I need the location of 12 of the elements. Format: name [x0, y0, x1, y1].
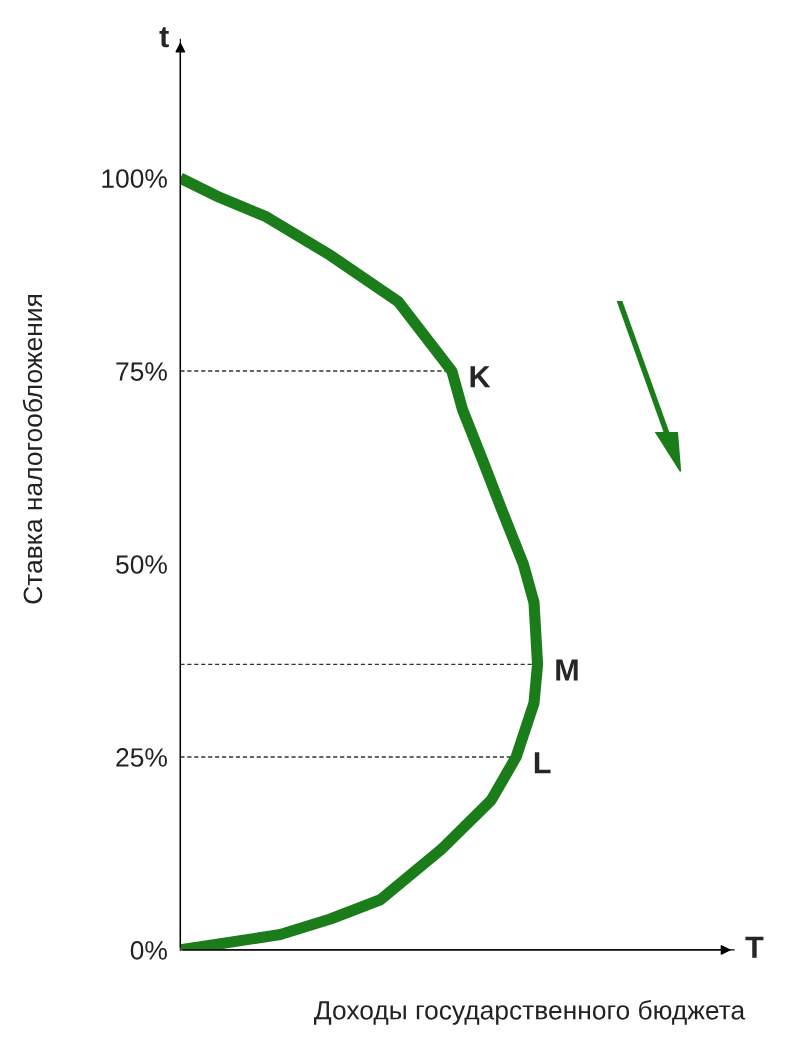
x-axis-title: Доходы государственного бюджета — [314, 1000, 746, 1025]
ref-line-label: L — [534, 752, 551, 774]
y-tick-label: 0% — [130, 941, 167, 960]
y-tick-label: 50% — [116, 555, 167, 574]
ref-line-label: K — [470, 366, 491, 388]
text: t — [159, 27, 169, 48]
y-axis-title: Ставка налогообложения — [22, 295, 43, 604]
text: T — [745, 936, 764, 958]
y-tick-label: 25% — [116, 748, 167, 767]
y-tick-label: 75% — [116, 362, 167, 381]
ref-line-label: M — [556, 659, 578, 681]
y-tick-label: 100% — [102, 169, 167, 188]
